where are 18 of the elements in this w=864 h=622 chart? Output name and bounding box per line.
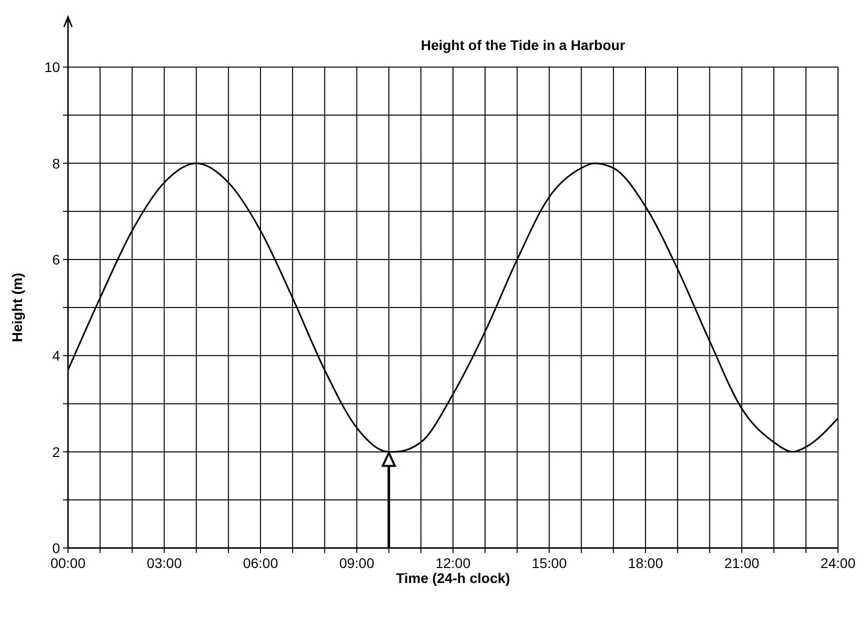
- x-tick-label: 24:00: [820, 555, 856, 571]
- x-tick-label: 15:00: [532, 555, 567, 571]
- x-tick-label: 03:00: [146, 555, 182, 571]
- x-tick-label: 09:00: [339, 555, 374, 571]
- x-tick-label: 18:00: [628, 555, 664, 571]
- x-tick-label: 12:00: [435, 555, 471, 571]
- y-axis-title: Height (m): [9, 272, 25, 342]
- text: Height of the Tide in a Harbour: [420, 37, 626, 53]
- x-tick-label: 00:00: [50, 555, 86, 571]
- x-tick-label: 06:00: [242, 555, 278, 571]
- y-tick-label: 8: [52, 155, 60, 172]
- y-tick-label: 6: [52, 251, 60, 268]
- x-axis-title: Time (24-h clock): [396, 570, 510, 586]
- y-tick-label: 2: [52, 444, 60, 460]
- y-tick-label: 0: [52, 540, 60, 556]
- x-tick-label: 21:00: [724, 555, 760, 571]
- y-tick-label: 4: [52, 348, 60, 364]
- y-tick-label: 10: [44, 59, 60, 76]
